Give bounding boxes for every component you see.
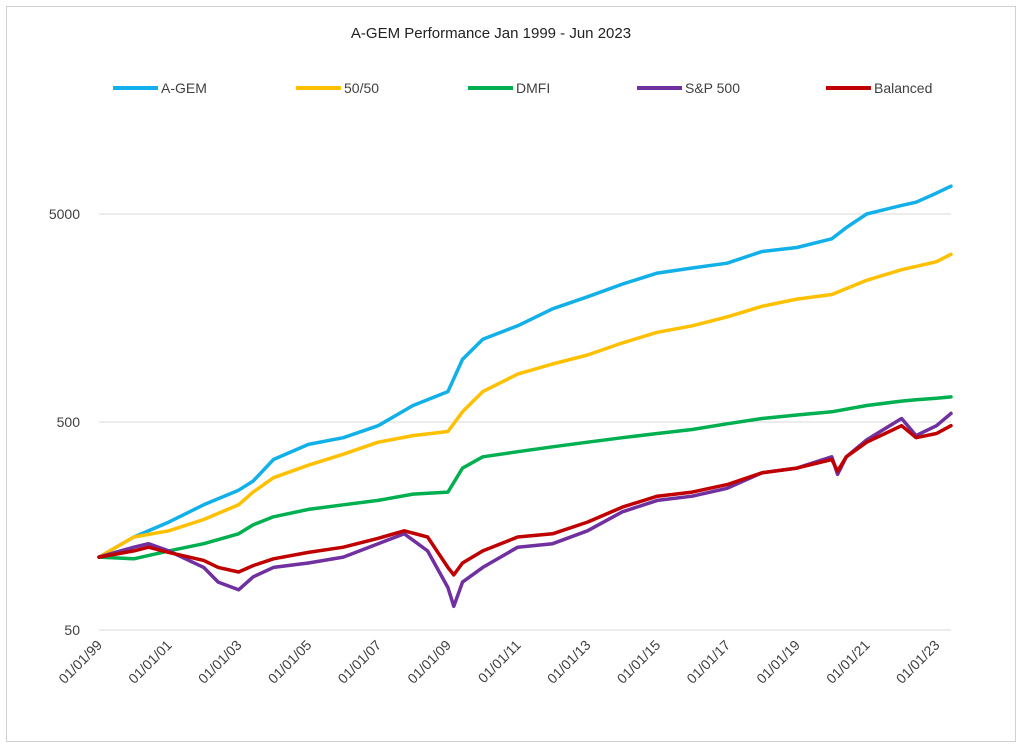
legend-label: DMFI bbox=[516, 80, 550, 96]
y-tick-label: 50 bbox=[64, 622, 80, 638]
chart-frame bbox=[6, 6, 1016, 742]
legend-label: 50/50 bbox=[344, 80, 379, 96]
x-tick-label: 01/01/15 bbox=[614, 637, 664, 687]
y-tick-label: 5000 bbox=[49, 206, 80, 222]
y-tick-label: 500 bbox=[57, 414, 81, 430]
gridlines bbox=[99, 213, 951, 631]
x-tick-label: 01/01/05 bbox=[265, 637, 315, 687]
x-tick-label: 01/01/99 bbox=[55, 637, 105, 687]
x-tick-label: 01/01/23 bbox=[893, 637, 943, 687]
x-tick-label: 01/01/17 bbox=[683, 637, 733, 687]
y-axis: 50 500 5000 bbox=[49, 206, 80, 638]
series-line-balanced bbox=[97, 423, 953, 577]
series-line-a-gem bbox=[97, 184, 953, 559]
x-tick-label: 01/01/01 bbox=[125, 637, 175, 687]
x-tick-label: 01/01/19 bbox=[753, 637, 803, 687]
legend-label: Balanced bbox=[874, 80, 932, 96]
x-tick-label: 01/01/13 bbox=[544, 637, 594, 687]
legend-label: A-GEM bbox=[161, 80, 207, 96]
legend: A-GEM 50/50 DMFI S&P 500 Balanced bbox=[113, 80, 932, 96]
x-tick-label: 01/01/03 bbox=[195, 637, 245, 687]
x-tick-label: 01/01/09 bbox=[404, 637, 454, 687]
x-tick-label: 01/01/11 bbox=[475, 637, 524, 686]
series-line-dmfi bbox=[97, 395, 953, 561]
legend-label: S&P 500 bbox=[685, 80, 740, 96]
series-line-50-50 bbox=[97, 252, 953, 559]
x-tick-label: 01/01/07 bbox=[334, 637, 384, 687]
series-group bbox=[97, 184, 953, 609]
x-tick-label: 01/01/21 bbox=[823, 637, 873, 687]
chart-title: A-GEM Performance Jan 1999 - Jun 2023 bbox=[351, 25, 631, 42]
x-axis: 01/01/99 01/01/01 01/01/03 01/01/05 01/01/07… bbox=[55, 637, 942, 687]
